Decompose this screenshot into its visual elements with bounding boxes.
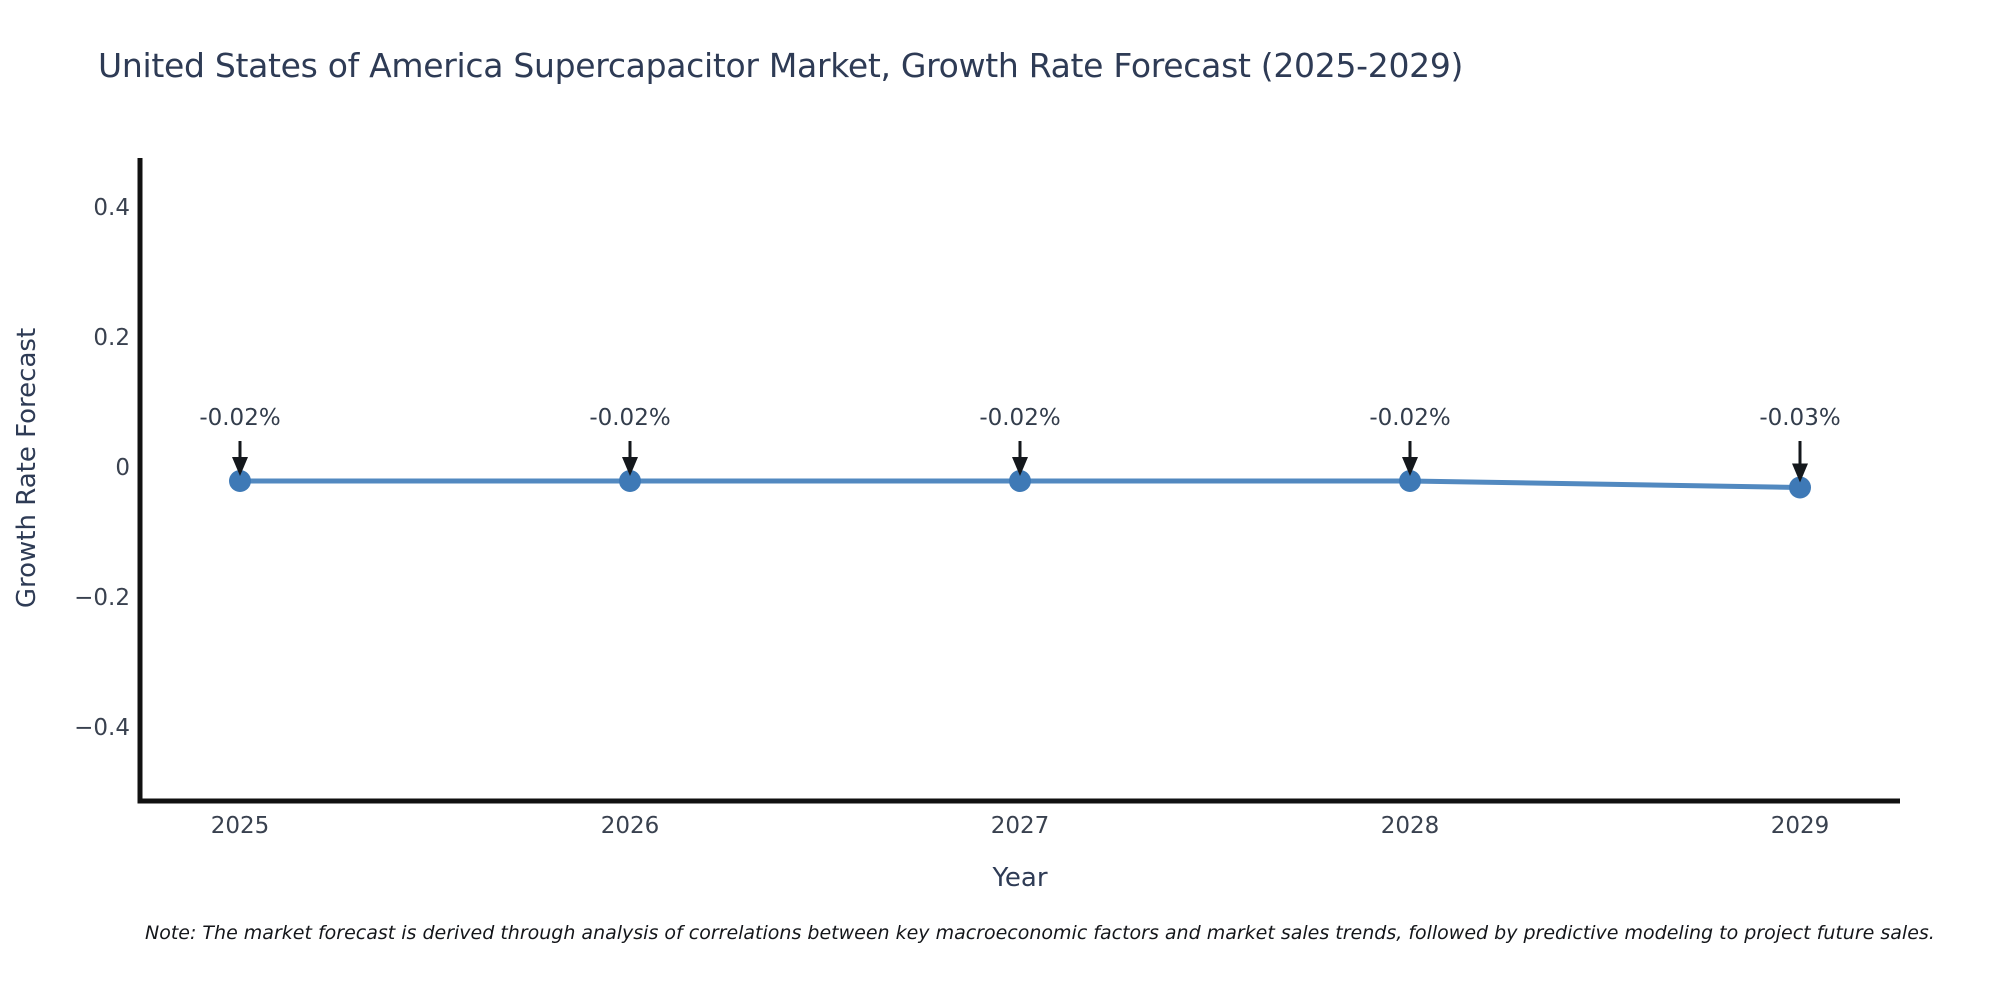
annotation-arrow-head: [232, 457, 248, 476]
data-point-marker: [1009, 470, 1031, 492]
data-point-marker: [229, 470, 251, 492]
data-point-label: -0.02%: [979, 405, 1061, 431]
x-axis-tick-label: 2029: [1770, 813, 1830, 839]
footnote: Note: The market forecast is derived thr…: [145, 922, 1935, 944]
y-axis-tick-label: −0.2: [74, 585, 130, 611]
annotation-arrow-head: [1012, 457, 1028, 476]
x-axis-title: Year: [992, 863, 1048, 893]
chart-title: United States of America Supercapacitor …: [98, 46, 1464, 85]
x-axis-tick-label: 2028: [1380, 813, 1440, 839]
y-axis-tick-label: 0.2: [93, 325, 130, 351]
data-point-marker: [619, 470, 641, 492]
x-axis-tick-label: 2026: [600, 813, 660, 839]
annotation-arrow-head: [622, 457, 638, 476]
data-point-label: -0.02%: [1369, 405, 1451, 431]
data-point-marker: [1399, 470, 1421, 492]
data-point-label: -0.03%: [1759, 405, 1841, 431]
data-point-marker: [1789, 476, 1811, 499]
y-axis-tick-label: 0.4: [93, 195, 130, 221]
annotation-arrow-head: [1792, 463, 1808, 483]
annotation-arrow-head: [1402, 457, 1418, 476]
data-point-label: -0.02%: [199, 405, 281, 431]
x-axis-tick-label: 2025: [210, 813, 270, 839]
x-axis-tick-label: 2027: [990, 813, 1050, 839]
data-point-label: -0.02%: [589, 405, 671, 431]
y-axis-tick-label: −0.4: [74, 715, 130, 741]
y-axis-tick-label: 0: [115, 455, 130, 481]
